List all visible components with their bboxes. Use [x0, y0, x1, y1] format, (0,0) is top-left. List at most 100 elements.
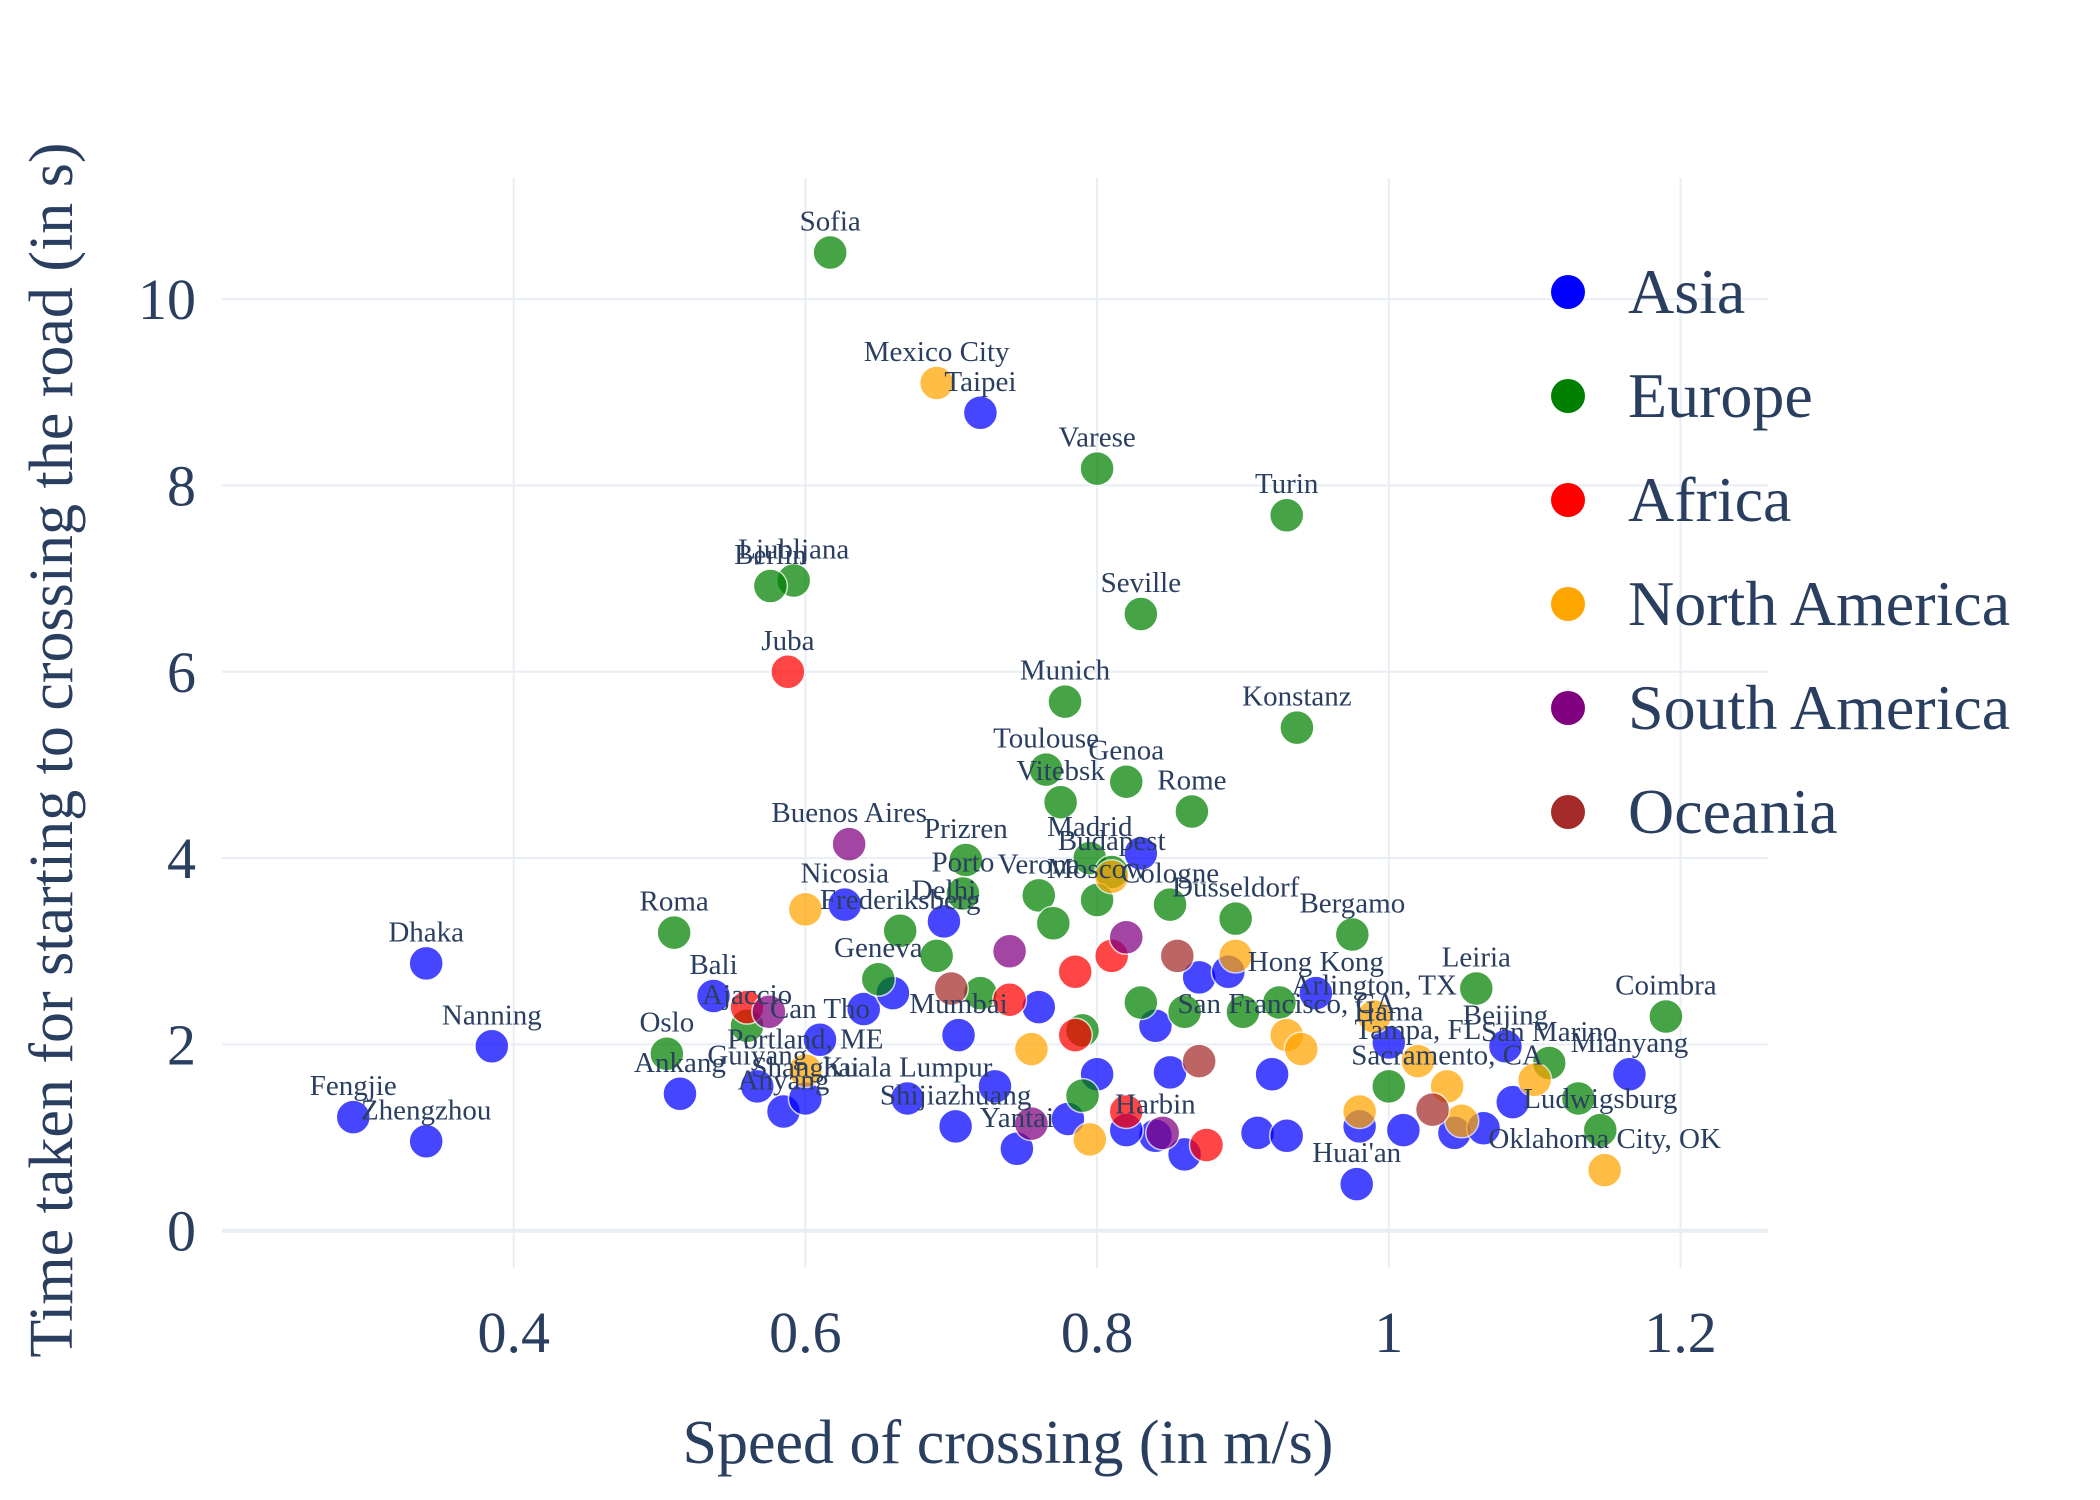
data-point-africa[interactable]	[1057, 1017, 1093, 1053]
data-point-oceania[interactable]	[1414, 1091, 1451, 1128]
data-point-africa[interactable]	[991, 981, 1028, 1018]
data-point-asia[interactable]	[662, 1076, 698, 1112]
data-point-asia[interactable]	[695, 978, 732, 1014]
data-point-north-america[interactable]	[1093, 858, 1130, 895]
data-point-asia[interactable]	[1487, 1028, 1524, 1065]
data-point-asia[interactable]	[962, 395, 999, 431]
data-point-oceania[interactable]	[1159, 938, 1196, 974]
point-label: Seville	[1101, 567, 1182, 599]
data-point-north-america[interactable]	[918, 365, 955, 401]
data-point-europe[interactable]	[1458, 970, 1495, 1007]
data-point-asia[interactable]	[408, 945, 444, 982]
data-point-europe[interactable]	[1123, 984, 1159, 1021]
data-point-europe[interactable]	[1079, 450, 1115, 487]
data-point-asia[interactable]	[1611, 1056, 1648, 1092]
data-point-europe[interactable]	[649, 1035, 685, 1072]
data-point-europe[interactable]	[1225, 994, 1261, 1030]
point-label: Sacramento, CA	[1351, 1039, 1543, 1071]
data-point-europe[interactable]	[1166, 994, 1203, 1030]
data-point-north-america[interactable]	[1356, 998, 1392, 1035]
legend-label: North America	[1628, 568, 2010, 639]
legend-item-asia[interactable]: Asia	[1551, 256, 1745, 327]
data-point-north-america[interactable]	[1400, 1043, 1436, 1079]
legend[interactable]: Asia Europe Africa North America South Ameri…	[1551, 256, 2010, 847]
data-point-asia[interactable]	[977, 1068, 1013, 1105]
data-point-africa[interactable]	[1057, 953, 1093, 990]
data-point-europe[interactable]	[1560, 1080, 1597, 1117]
data-point-europe[interactable]	[1582, 1112, 1619, 1148]
data-point-asia[interactable]	[1495, 1084, 1531, 1120]
data-point-asia[interactable]	[1298, 975, 1334, 1011]
data-point-asia[interactable]	[408, 1123, 444, 1160]
data-point-europe[interactable]	[1217, 900, 1254, 937]
data-point-europe[interactable]	[1152, 886, 1188, 923]
data-point-europe[interactable]	[882, 913, 918, 949]
data-point-north-america[interactable]	[787, 1052, 824, 1089]
data-point-asia[interactable]	[1385, 1112, 1422, 1148]
data-point-asia[interactable]	[1338, 1166, 1375, 1202]
data-point-europe[interactable]	[1108, 763, 1145, 800]
data-point-north-america[interactable]	[1341, 1093, 1378, 1130]
data-point-asia[interactable]	[926, 903, 962, 940]
data-point-north-america[interactable]	[1217, 938, 1254, 974]
data-point-north-america[interactable]	[1072, 1121, 1108, 1158]
data-point-europe[interactable]	[1174, 793, 1210, 830]
data-point-north-america[interactable]	[1283, 1031, 1320, 1067]
data-point-asia[interactable]	[802, 1022, 838, 1058]
data-point-asia[interactable]	[739, 1068, 776, 1105]
data-point-north-america[interactable]	[1586, 1152, 1623, 1188]
data-point-asia[interactable]	[827, 886, 863, 923]
data-point-asia[interactable]	[1123, 835, 1159, 872]
data-point-africa[interactable]	[1108, 1093, 1145, 1130]
legend-item-africa[interactable]: Africa	[1551, 464, 1791, 535]
data-point-oceania[interactable]	[933, 970, 969, 1007]
data-point-asia[interactable]	[474, 1028, 510, 1065]
legend-item-europe[interactable]: Europe	[1551, 360, 1813, 431]
legend-item-south-america[interactable]: South America	[1551, 672, 2010, 743]
data-point-europe[interactable]	[1064, 1077, 1101, 1114]
data-point-europe[interactable]	[1123, 596, 1159, 632]
point-label: Delhi	[912, 874, 976, 906]
data-point-south-america[interactable]	[1108, 919, 1145, 956]
data-point-europe[interactable]	[945, 875, 981, 912]
data-point-europe[interactable]	[1021, 877, 1057, 914]
data-point-asia[interactable]	[1021, 989, 1057, 1025]
data-point-south-america[interactable]	[1144, 1115, 1181, 1151]
data-point-europe[interactable]	[656, 914, 692, 951]
legend-label: Africa	[1628, 464, 1791, 535]
legend-item-north-america[interactable]: North America	[1551, 568, 2010, 639]
data-point-asia[interactable]	[940, 1017, 977, 1053]
data-point-south-america[interactable]	[1013, 1105, 1050, 1142]
data-point-north-america[interactable]	[1516, 1062, 1553, 1098]
data-point-asia[interactable]	[889, 1080, 926, 1117]
data-point-europe[interactable]	[860, 961, 897, 997]
data-point-north-america[interactable]	[1013, 1031, 1050, 1067]
data-point-south-america[interactable]	[831, 826, 867, 862]
data-point-europe[interactable]	[1334, 916, 1371, 953]
data-point-europe[interactable]	[1047, 683, 1083, 720]
data-point-europe[interactable]	[1279, 709, 1315, 746]
data-point-south-america[interactable]	[991, 933, 1028, 969]
data-point-asia[interactable]	[335, 1099, 372, 1135]
data-point-asia[interactable]	[1268, 1117, 1305, 1154]
data-point-europe[interactable]	[1648, 998, 1684, 1035]
legend-item-oceania[interactable]: Oceania	[1551, 776, 1838, 847]
data-point-north-america[interactable]	[787, 891, 824, 928]
data-point-asia[interactable]	[937, 1108, 974, 1145]
data-point-africa[interactable]	[1188, 1127, 1225, 1163]
data-point-asia[interactable]	[845, 991, 882, 1027]
data-point-europe[interactable]	[812, 234, 848, 271]
data-point-europe[interactable]	[752, 568, 789, 604]
data-point-europe[interactable]	[1028, 751, 1064, 788]
data-point-europe[interactable]	[1035, 905, 1072, 942]
data-point-europe[interactable]	[1268, 497, 1305, 533]
data-point-europe[interactable]	[1371, 1068, 1407, 1105]
data-point-south-america[interactable]	[751, 994, 787, 1030]
data-point-oceania[interactable]	[1181, 1043, 1217, 1079]
legend-label: Europe	[1628, 360, 1813, 431]
data-point-europe[interactable]	[1042, 784, 1079, 820]
data-point-africa[interactable]	[770, 654, 806, 690]
data-point-europe[interactable]	[918, 938, 955, 974]
data-point-asia[interactable]	[1254, 1056, 1290, 1092]
point-label: Varese	[1058, 422, 1135, 454]
